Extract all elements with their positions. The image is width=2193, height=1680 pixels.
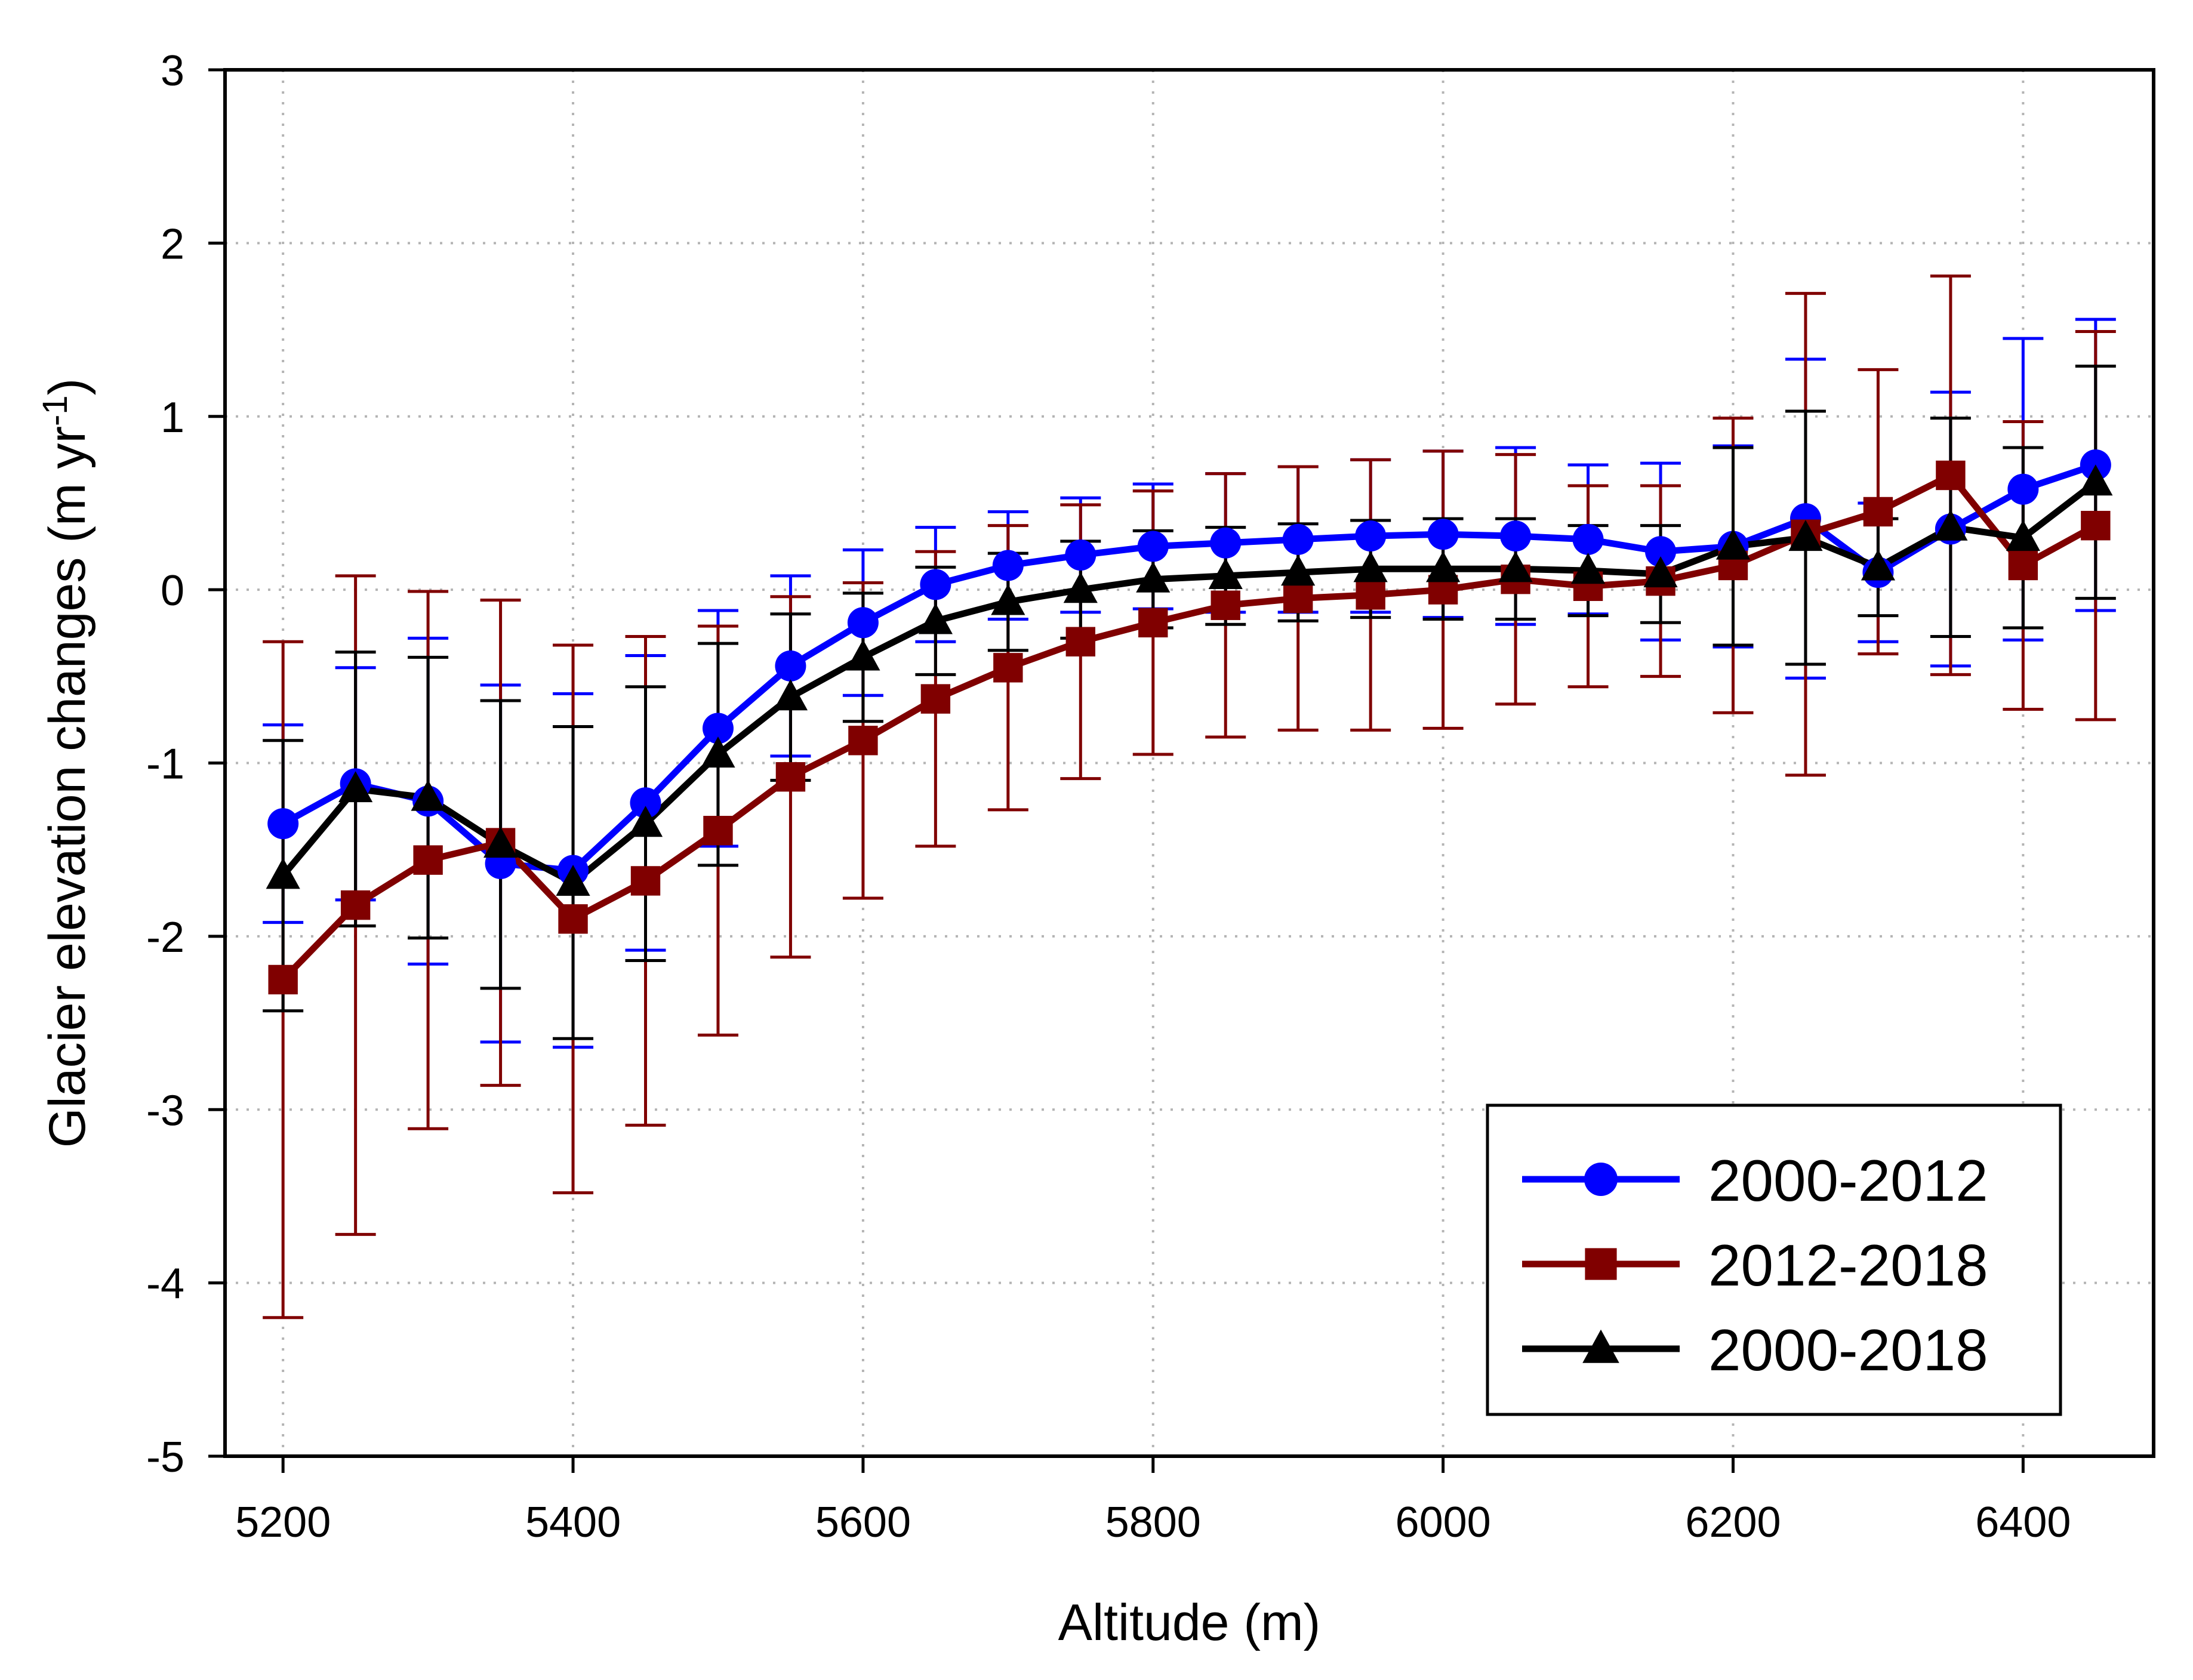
data-point-triangle	[1353, 551, 1388, 582]
data-point-triangle	[1136, 561, 1171, 593]
data-point-triangle	[1063, 572, 1098, 603]
legend: 2000-2012 2012-2018 2000-2018	[1486, 1103, 2062, 1416]
x-tick-label: 6400	[1975, 1499, 2071, 1546]
data-point-circle	[1572, 523, 1604, 555]
data-point-triangle	[773, 679, 808, 711]
legend-swatch-marker	[1584, 1163, 1618, 1196]
y-tick-label: -2	[146, 914, 184, 961]
legend-swatch-marker	[1585, 1248, 1617, 1280]
data-point-circle	[1210, 527, 1242, 559]
data-point-triangle	[2078, 464, 2113, 496]
data-point-square	[848, 726, 878, 756]
data-point-circle	[1065, 540, 1096, 571]
data-point-square	[1356, 580, 1385, 610]
legend-swatch-marker	[1582, 1329, 1619, 1363]
data-point-square	[1065, 627, 1096, 656]
y-axis-title-suffix: )	[39, 378, 96, 396]
data-point-square	[1863, 497, 1893, 527]
axis-ticks	[208, 68, 2025, 1473]
y-tick-label: 3	[161, 47, 184, 95]
data-point-triangle	[1643, 556, 1678, 588]
data-point-square	[2008, 550, 2038, 581]
data-point-circle	[1137, 531, 1169, 562]
data-point-circle	[267, 808, 299, 840]
data-point-square	[558, 904, 588, 934]
data-point-triangle	[1281, 554, 1316, 586]
x-tick-label: 6200	[1685, 1499, 1781, 1546]
data-point-triangle	[266, 858, 300, 889]
data-point-triangle	[701, 736, 735, 768]
data-point-square	[703, 816, 733, 846]
data-point-triangle	[1570, 553, 1606, 584]
data-point-square	[2081, 510, 2111, 541]
data-point-triangle	[1861, 549, 1896, 581]
data-point-triangle	[411, 779, 445, 811]
data-point-circle	[992, 550, 1024, 581]
data-point-square	[1138, 608, 1168, 637]
data-point-circle	[1355, 520, 1387, 552]
legend-label: 2012-2018	[1708, 1232, 1988, 1298]
data-point-triangle	[1498, 551, 1533, 582]
data-point-square	[775, 762, 806, 792]
legend-label: 2000-2018	[1708, 1317, 1988, 1383]
data-point-triangle	[483, 827, 518, 858]
data-point-square	[1936, 460, 1966, 491]
data-point-triangle	[628, 806, 663, 837]
data-point-square	[920, 684, 951, 714]
data-point-circle	[775, 650, 806, 682]
data-point-triangle	[918, 603, 953, 634]
series-markers	[266, 449, 2113, 995]
data-point-triangle	[1715, 528, 1751, 560]
x-tick-label: 5200	[235, 1499, 331, 1546]
y-tick-label: 2	[161, 220, 184, 268]
data-point-square	[1283, 583, 1313, 614]
data-point-square	[630, 866, 661, 896]
data-point-triangle	[1788, 520, 1823, 551]
data-point-triangle	[991, 584, 1025, 615]
legend-label: 2000-2012	[1708, 1148, 1988, 1213]
data-point-triangle	[556, 864, 590, 896]
data-point-circle	[1645, 536, 1677, 568]
data-point-triangle	[1426, 551, 1461, 582]
data-point-triangle	[2006, 520, 2040, 551]
y-tick-label: 1	[161, 394, 184, 442]
data-point-circle	[1282, 523, 1314, 555]
data-point-square	[993, 653, 1023, 683]
y-tick-label: -3	[146, 1087, 184, 1135]
data-point-circle	[920, 569, 951, 600]
data-point-triangle	[338, 771, 373, 803]
x-tick-label: 5400	[525, 1499, 621, 1546]
data-point-circle	[1500, 520, 1532, 552]
y-axis-title-text: Glacier elevation changes (m yr	[39, 426, 96, 1148]
x-tick-label: 5600	[815, 1499, 911, 1546]
data-point-square	[413, 845, 443, 875]
legend-box	[1486, 1103, 2062, 1416]
y-tick-label: -1	[146, 741, 184, 788]
y-tick-label: -5	[146, 1434, 184, 1481]
data-point-circle	[702, 713, 734, 744]
x-tick-label: 5800	[1105, 1499, 1201, 1546]
x-axis-title: Altitude (m)	[1058, 1594, 1321, 1651]
data-point-circle	[630, 787, 661, 819]
data-point-square	[268, 964, 298, 995]
data-point-triangle	[846, 639, 880, 671]
data-point-circle	[847, 607, 879, 639]
data-point-circle	[1427, 519, 1459, 550]
data-point-circle	[2007, 473, 2039, 505]
data-point-triangle	[1933, 509, 1968, 541]
y-tick-labels: -5 -4 -3 -2 -1 0 1 2 3	[146, 47, 184, 1481]
y-tick-label: 0	[161, 567, 184, 615]
y-tick-label: -4	[146, 1260, 184, 1308]
y-axis-title-superscript: -1	[36, 395, 75, 426]
x-tick-labels: 5200 5400 5600 5800 6000 6200 6400	[235, 1499, 2071, 1546]
y-axis-title: Glacier elevation changes (m yr-1)	[36, 378, 96, 1148]
x-tick-label: 6000	[1396, 1499, 1491, 1546]
data-point-triangle	[1208, 557, 1243, 589]
data-point-square	[1211, 590, 1240, 620]
data-point-square	[340, 890, 371, 920]
